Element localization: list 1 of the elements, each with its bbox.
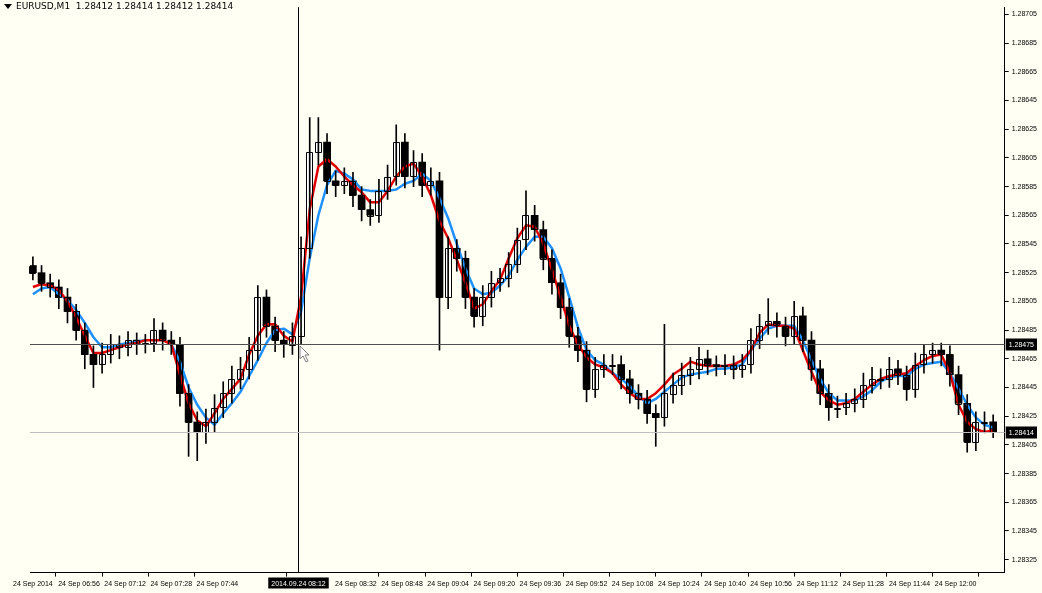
chart-title: EURUSD,M1 1.28412 1.28414 1.28412 1.28414 bbox=[16, 1, 234, 11]
